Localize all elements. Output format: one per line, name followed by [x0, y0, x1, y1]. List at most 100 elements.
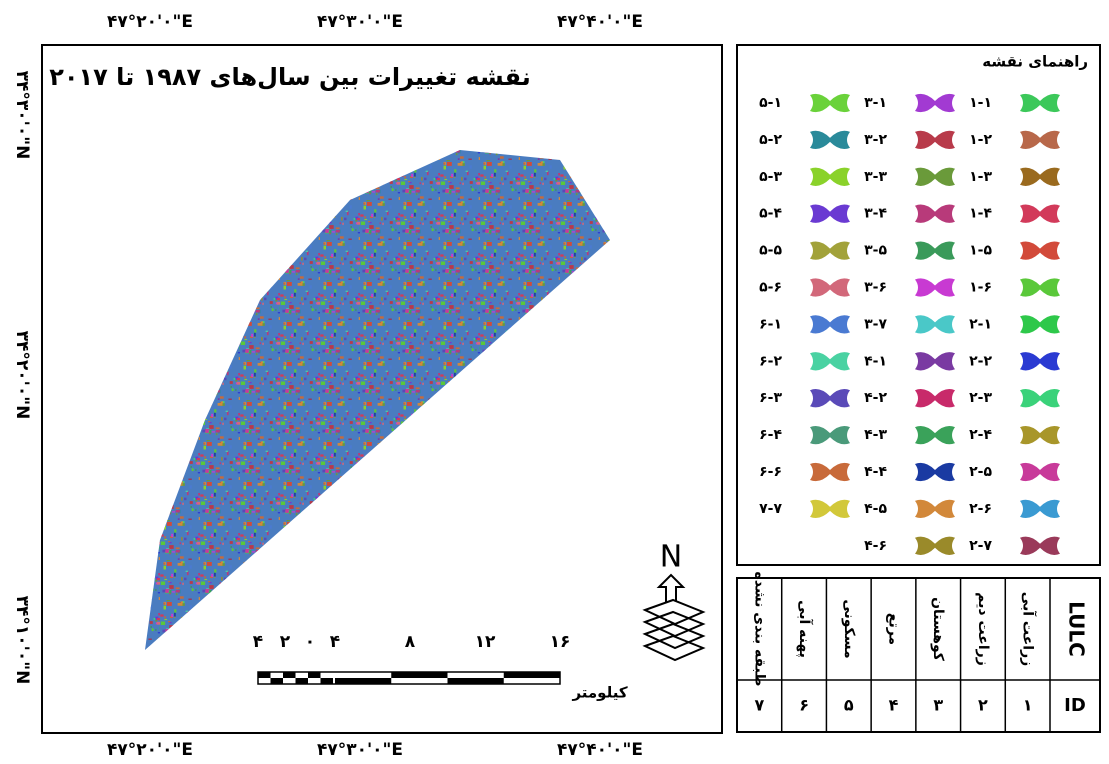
bottom-coordinate: ۴۷°۲۰'۰"E: [107, 740, 193, 760]
legend-label: ۱-۴: [969, 206, 992, 222]
legend-swatch: [1020, 425, 1060, 445]
legend-swatch: [1020, 352, 1060, 371]
left-coordinate: ۳۴°۲۰'۰"N: [12, 331, 32, 420]
legend-swatch: [915, 278, 955, 297]
table-header: طبقه بندی نشده: [751, 572, 767, 687]
scale-bar-segment: [503, 672, 560, 678]
table-header: زراعت آبی: [1020, 592, 1038, 666]
scale-tick: ۴: [253, 632, 263, 652]
legend-label: ۲-۳: [969, 390, 992, 406]
legend-swatch: [810, 462, 850, 482]
legend-swatch: [915, 536, 955, 555]
scale-bar-segment: [308, 672, 321, 678]
legend-label: ۵-۳: [759, 169, 782, 185]
legend-swatch: [810, 315, 850, 334]
legend-swatch: [1020, 536, 1060, 555]
map-title: نقشه تغییرات بین سال‌های ۱۹۸۷ تا ۲۰۱۷: [49, 63, 531, 91]
legend-swatch: [810, 389, 850, 408]
scale-bar-segment: [270, 678, 283, 684]
table-header: زراعت دیم: [975, 592, 991, 666]
table-id: ۱: [1023, 696, 1033, 715]
scale-tick: ۸: [405, 632, 416, 652]
legend-label: ۲-۴: [969, 427, 992, 443]
north-arrow: N: [642, 540, 706, 662]
legend-title: راهنمای نقشه: [982, 53, 1088, 71]
legend-label: ۶-۳: [759, 390, 782, 406]
lulc-table: [736, 577, 1101, 733]
legend-swatch: [915, 241, 955, 260]
legend-label: ۶-۶: [759, 464, 782, 480]
legend-label: ۳-۶: [864, 280, 887, 296]
legend-swatch: [810, 93, 850, 113]
legend-label: ۴-۴: [864, 464, 887, 480]
north-label: N: [660, 540, 682, 575]
legend-swatch: [810, 425, 850, 445]
legend-swatch: [810, 241, 850, 260]
scale-bar-segment: [258, 672, 271, 678]
legend-label: ۴-۳: [864, 427, 887, 443]
scale-tick: ۴: [330, 632, 340, 652]
legend-swatch: [810, 167, 850, 186]
legend-swatch: [915, 204, 955, 223]
scale-unit: کیلومتر: [571, 684, 627, 702]
legend-label: ۶-۲: [759, 353, 782, 369]
scale-bar-segment: [283, 672, 296, 678]
legend-label: ۴-۶: [864, 538, 887, 554]
table-id: ID: [1064, 695, 1086, 716]
legend-label: ۵-۱: [759, 95, 782, 111]
legend-label: ۲-۱: [969, 316, 992, 332]
legend-swatch: [1020, 499, 1060, 519]
bottom-coordinate: ۴۷°۴۰'۰"E: [557, 740, 643, 760]
legend-swatch: [1020, 204, 1060, 223]
legend-swatch: [915, 93, 955, 113]
legend-swatch: [1020, 241, 1060, 260]
legend-label: ۱-۶: [969, 280, 992, 296]
legend-label: ۳-۵: [864, 243, 887, 259]
legend-swatch: [810, 130, 850, 150]
legend-label: ۲-۷: [969, 538, 992, 554]
legend-label: ۶-۴: [759, 427, 782, 443]
legend-swatch: [1020, 167, 1060, 186]
legend-label: ۶-۱: [759, 316, 782, 332]
table-header: مرتع: [886, 613, 902, 645]
legend-swatch: [810, 278, 850, 297]
legend-label: ۱-۳: [969, 169, 992, 185]
table-id: ۴: [889, 696, 899, 715]
legend-label: ۷-۷: [759, 501, 782, 517]
legend-label: ۲-۶: [969, 501, 992, 517]
scale-tick: ۱۲: [475, 632, 496, 652]
legend-swatch: [915, 462, 955, 482]
legend-label: ۱-۲: [969, 132, 992, 148]
legend-label: ۳-۷: [864, 316, 887, 332]
table-header: LULC: [1065, 601, 1089, 657]
legend-label: ۲-۲: [969, 353, 992, 369]
legend-label: ۵-۴: [759, 206, 782, 222]
legend-label: ۱-۵: [969, 243, 992, 259]
table-id: ۳: [933, 696, 943, 715]
legend-label: ۵-۵: [759, 243, 782, 259]
legend-swatch: [1020, 93, 1060, 113]
legend-swatch: [915, 389, 955, 408]
legend-swatch: [915, 425, 955, 445]
legend-swatch: [1020, 130, 1060, 150]
legend-swatch: [810, 204, 850, 223]
legend-swatch: [915, 352, 955, 371]
scale-bar-segment: [391, 672, 448, 678]
legend-swatch: [1020, 315, 1060, 334]
top-coordinate: ۴۷°۳۰'۰"E: [317, 12, 403, 32]
legend-swatch: [810, 352, 850, 371]
scale-tick: ۰: [305, 632, 315, 652]
legend-label: ۳-۳: [864, 169, 887, 185]
legend-label: ۳-۴: [864, 206, 887, 222]
table-id: ۶: [799, 696, 809, 715]
legend-swatch: [810, 499, 850, 519]
legend-label: ۵-۶: [759, 280, 782, 296]
scale-bar-segment: [295, 678, 308, 684]
bottom-coordinate: ۴۷°۳۰'۰"E: [317, 740, 403, 760]
legend-label: ۱-۱: [969, 95, 992, 111]
scale-bar-segment: [320, 678, 333, 684]
top-coordinate: ۴۷°۲۰'۰"E: [107, 12, 193, 32]
legend-label: ۳-۱: [864, 95, 887, 111]
legend-swatch: [1020, 278, 1060, 297]
